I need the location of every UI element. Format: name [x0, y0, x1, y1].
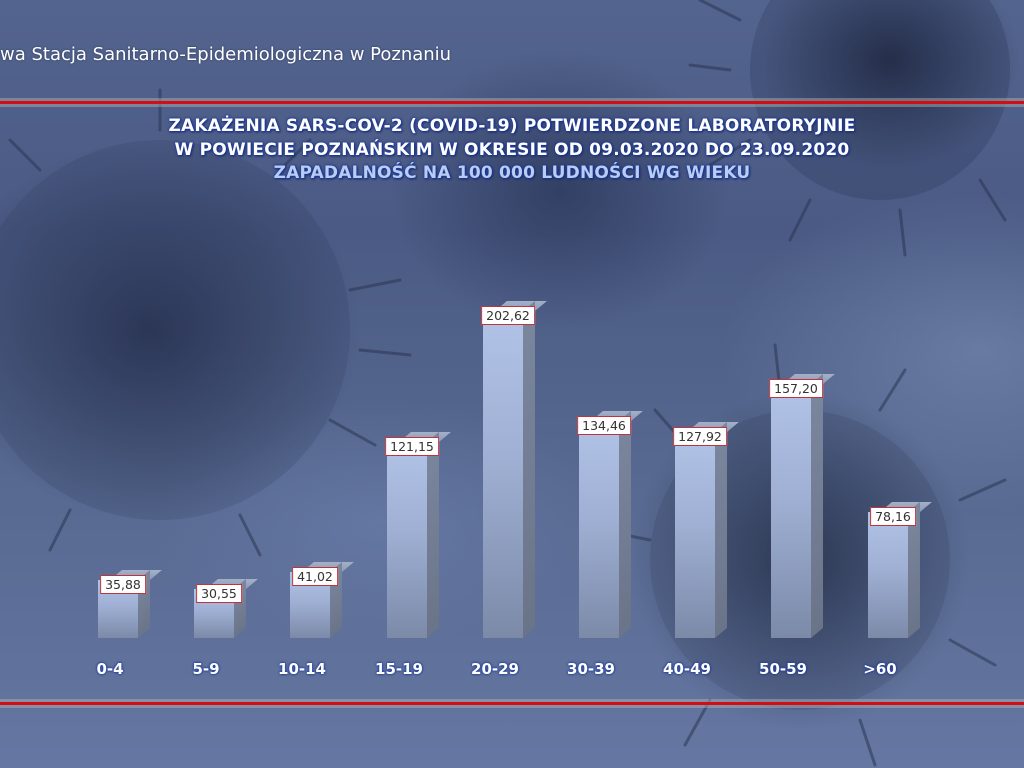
value-label: 127,92	[673, 427, 727, 446]
category-label: 50-59	[759, 660, 807, 678]
bar-front-face	[675, 432, 715, 638]
category-label: 20-29	[471, 660, 519, 678]
bar-over-60	[868, 501, 932, 638]
organization-name: wa Stacja Sanitarno-Epidemiologiczna w P…	[0, 44, 452, 65]
bar-front-face	[483, 311, 523, 638]
value-label: 30,55	[196, 584, 242, 603]
bar-front-face	[387, 442, 427, 638]
bar-side-face	[523, 300, 535, 638]
top-red-divider	[0, 101, 1024, 104]
bar-front-face	[771, 384, 811, 638]
bottom-red-divider	[0, 702, 1024, 705]
bar-30-39	[579, 410, 643, 638]
bar-side-face	[619, 410, 631, 638]
value-label: 134,46	[577, 416, 631, 435]
bar-40-49	[675, 421, 739, 638]
bar-front-face	[579, 421, 619, 638]
value-label: 78,16	[870, 507, 916, 526]
value-label: 35,88	[100, 575, 146, 594]
value-label: 202,62	[481, 306, 535, 325]
category-label: 10-14	[278, 660, 326, 678]
value-label: 121,15	[385, 437, 439, 456]
bar-side-face	[811, 373, 823, 638]
chart-title-line-1: ZAKAŻENIA SARS-COV-2 (COVID-19) POTWIERD…	[168, 116, 856, 136]
chart-subtitle: ZAPADALNOŚĆ NA 100 000 LUDNOŚCI WG WIEKU	[273, 163, 751, 183]
category-label: 40-49	[663, 660, 711, 678]
bar-front-face	[868, 512, 908, 638]
value-label: 157,20	[769, 379, 823, 398]
category-label: 30-39	[567, 660, 615, 678]
chart-title-line-2: W POWIECIE POZNAŃSKIM W OKRESIE OD 09.03…	[174, 140, 850, 160]
category-label: 0-4	[96, 660, 124, 678]
value-label: 41,02	[292, 567, 338, 586]
category-label: 5-9	[192, 660, 220, 678]
bar-20-29	[483, 300, 547, 638]
category-label: >60	[863, 660, 897, 678]
bar-side-face	[715, 421, 727, 638]
category-label: 15-19	[375, 660, 423, 678]
bar-15-19	[387, 431, 451, 638]
bar-side-face	[427, 431, 439, 638]
bar-50-59	[771, 373, 835, 638]
